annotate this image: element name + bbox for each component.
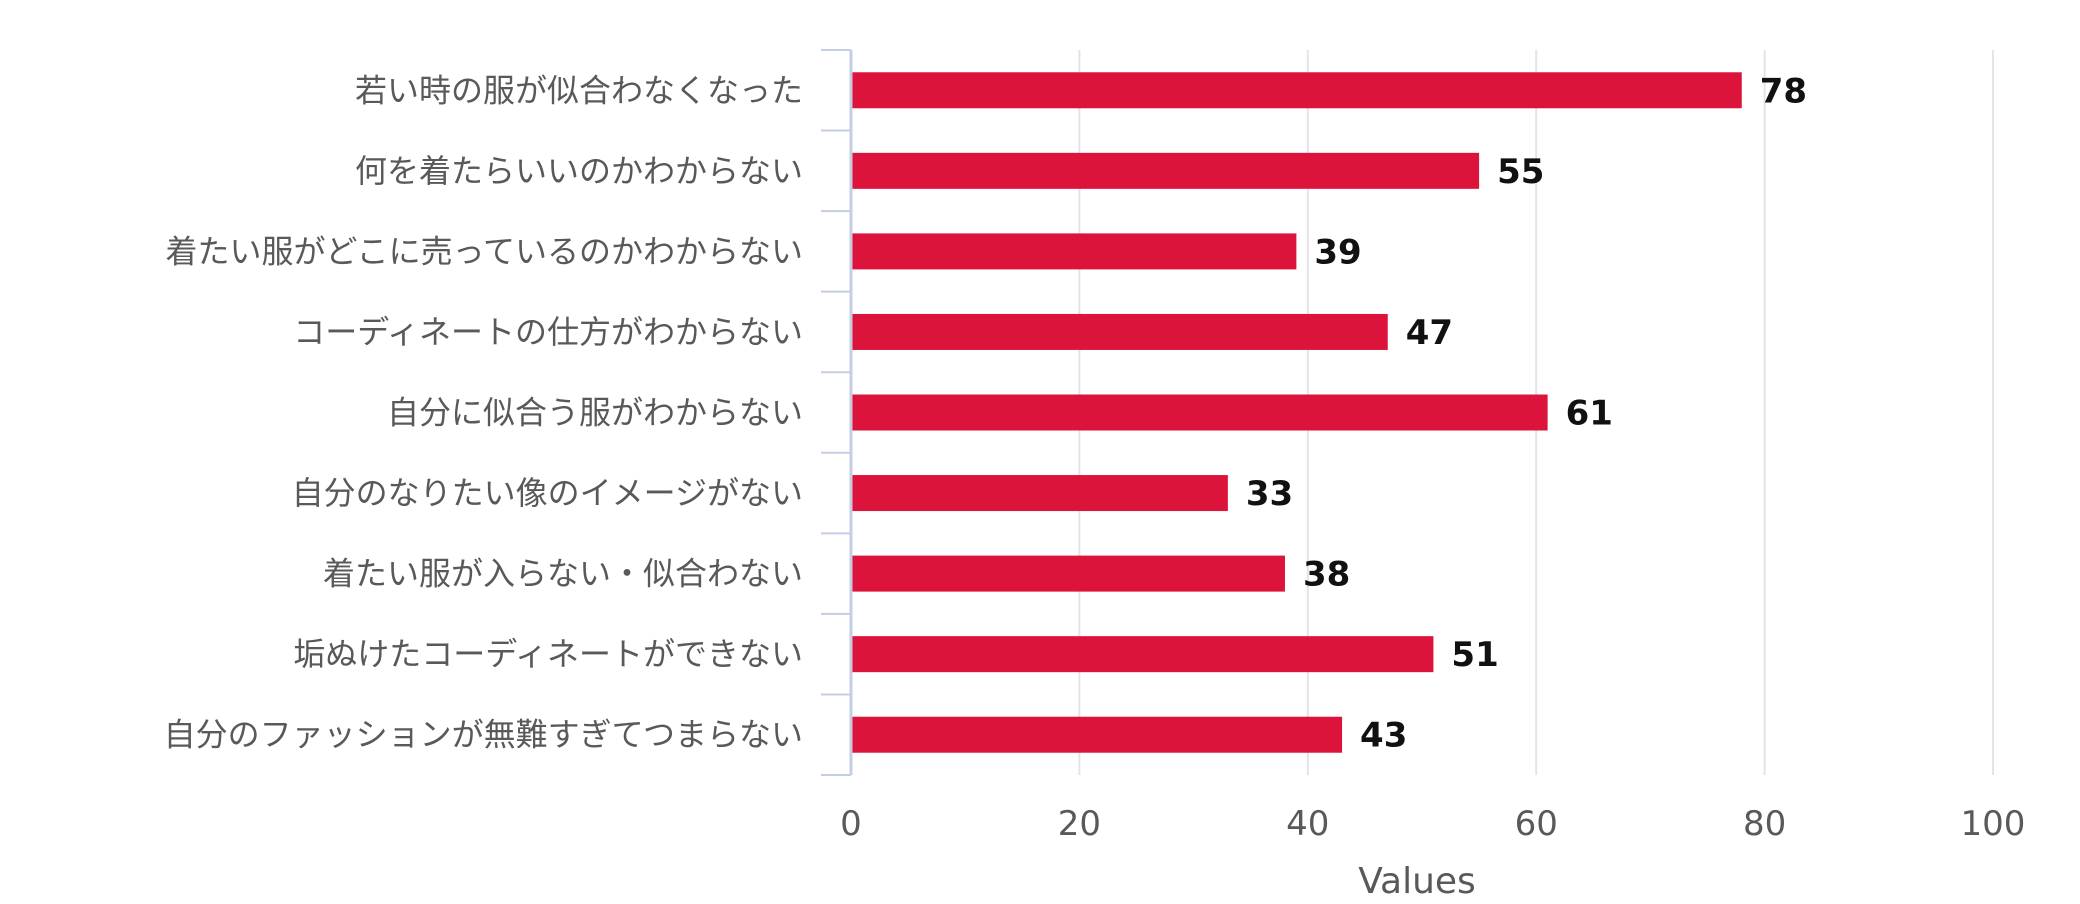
data-label: 78 — [1760, 71, 1807, 111]
x-tick-label: 60 — [1515, 804, 1558, 844]
data-label: 38 — [1303, 555, 1350, 595]
label-layer: 0 20 40 60 80 100 若い時の服が似合わなくなった 78 何を着たらいいのかわから… — [164, 71, 2026, 844]
data-label: 47 — [1406, 313, 1453, 353]
bar — [852, 555, 1285, 592]
x-tick-label: 40 — [1286, 804, 1329, 844]
category-label: 着たい服がどこに売っているのかわからない — [166, 232, 803, 270]
category-label: コーディネートの仕方がわからない — [293, 313, 803, 351]
bar — [852, 313, 1388, 350]
category-label: 若い時の服が似合わなくなった — [355, 71, 803, 109]
bar — [852, 475, 1228, 512]
axis-layer — [821, 49, 853, 776]
data-label: 61 — [1566, 394, 1613, 434]
category-label: 自分のファッションが無難すぎてつまらない — [164, 716, 803, 754]
bar — [852, 716, 1343, 753]
bar-layer — [852, 72, 1742, 753]
x-tick-label: 0 — [840, 804, 862, 844]
bar — [852, 233, 1297, 270]
data-label: 55 — [1497, 152, 1544, 192]
x-tick-label: 20 — [1058, 804, 1101, 844]
category-label: 自分のなりたい像のイメージがない — [292, 474, 803, 512]
x-tick-label: 80 — [1743, 804, 1786, 844]
data-label: 43 — [1360, 716, 1407, 756]
data-label: 51 — [1451, 635, 1498, 675]
x-axis-title: Values — [1358, 861, 1476, 902]
category-label: 自分に似合う服がわからない — [387, 394, 803, 432]
category-label: 何を着たらいいのかわからない — [355, 152, 803, 190]
bar — [852, 394, 1548, 431]
category-label: 着たい服が入らない・似合わない — [323, 555, 803, 593]
bar — [852, 636, 1434, 673]
data-label: 33 — [1246, 474, 1293, 514]
data-label: 39 — [1314, 232, 1361, 272]
bar — [852, 152, 1480, 189]
bar — [852, 72, 1742, 109]
x-tick-label: 100 — [1961, 804, 2026, 844]
category-label: 垢ぬけたコーディネートができない — [293, 635, 803, 673]
